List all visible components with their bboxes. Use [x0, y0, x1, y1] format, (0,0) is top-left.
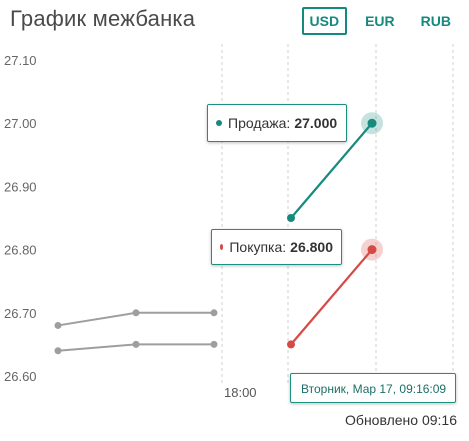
current-start-point-buy [287, 340, 295, 349]
current-end-point-sell [367, 118, 377, 128]
updated-time: Обновлено 09:16 [345, 412, 457, 428]
sell-value: 27.000 [294, 115, 338, 131]
sell-dot-icon [216, 120, 222, 126]
y-tick-label: 27.00 [4, 116, 37, 131]
exchange-rate-chart[interactable]: 27.10 27.00 26.90 26.80 26.70 26.60 18:00 [0, 44, 469, 404]
current-end-point-buy [367, 245, 377, 255]
selected-date-label: Вторник, Мар 17, 09:16:09 [290, 373, 456, 403]
y-tick-label: 26.90 [4, 179, 37, 194]
past-point [132, 309, 140, 317]
current-line-buy [290, 248, 373, 346]
y-tick-label: 26.70 [4, 306, 37, 321]
y-tick-label: 26.60 [4, 369, 37, 384]
past-point [54, 321, 62, 329]
past-point [54, 347, 62, 355]
tab-eur[interactable]: EUR [365, 13, 395, 29]
past-point [210, 340, 218, 348]
page-title: График межбанка [10, 6, 196, 31]
y-tick-label: 27.10 [4, 53, 37, 68]
x-tick-label: 18:00 [224, 385, 257, 400]
current-line-sell [290, 122, 373, 219]
past-point [210, 309, 218, 317]
sell-label: Продажа: [228, 115, 291, 131]
current-start-point-sell [287, 214, 295, 222]
y-tick-label: 26.80 [4, 243, 37, 258]
tab-usd[interactable]: USD [301, 7, 348, 35]
buy-tooltip: Покупка: 26.800 [211, 229, 342, 265]
buy-dot-icon [220, 244, 224, 250]
past-point [132, 340, 140, 348]
tab-rub[interactable]: RUB [420, 13, 451, 29]
header: График межбанка USD EUR RUB [0, 0, 469, 44]
buy-value: 26.800 [290, 239, 333, 255]
buy-label: Покупка: [229, 239, 287, 255]
sell-tooltip: Продажа: 27.000 [207, 104, 347, 142]
currency-tabs: USD EUR RUB [292, 7, 459, 35]
